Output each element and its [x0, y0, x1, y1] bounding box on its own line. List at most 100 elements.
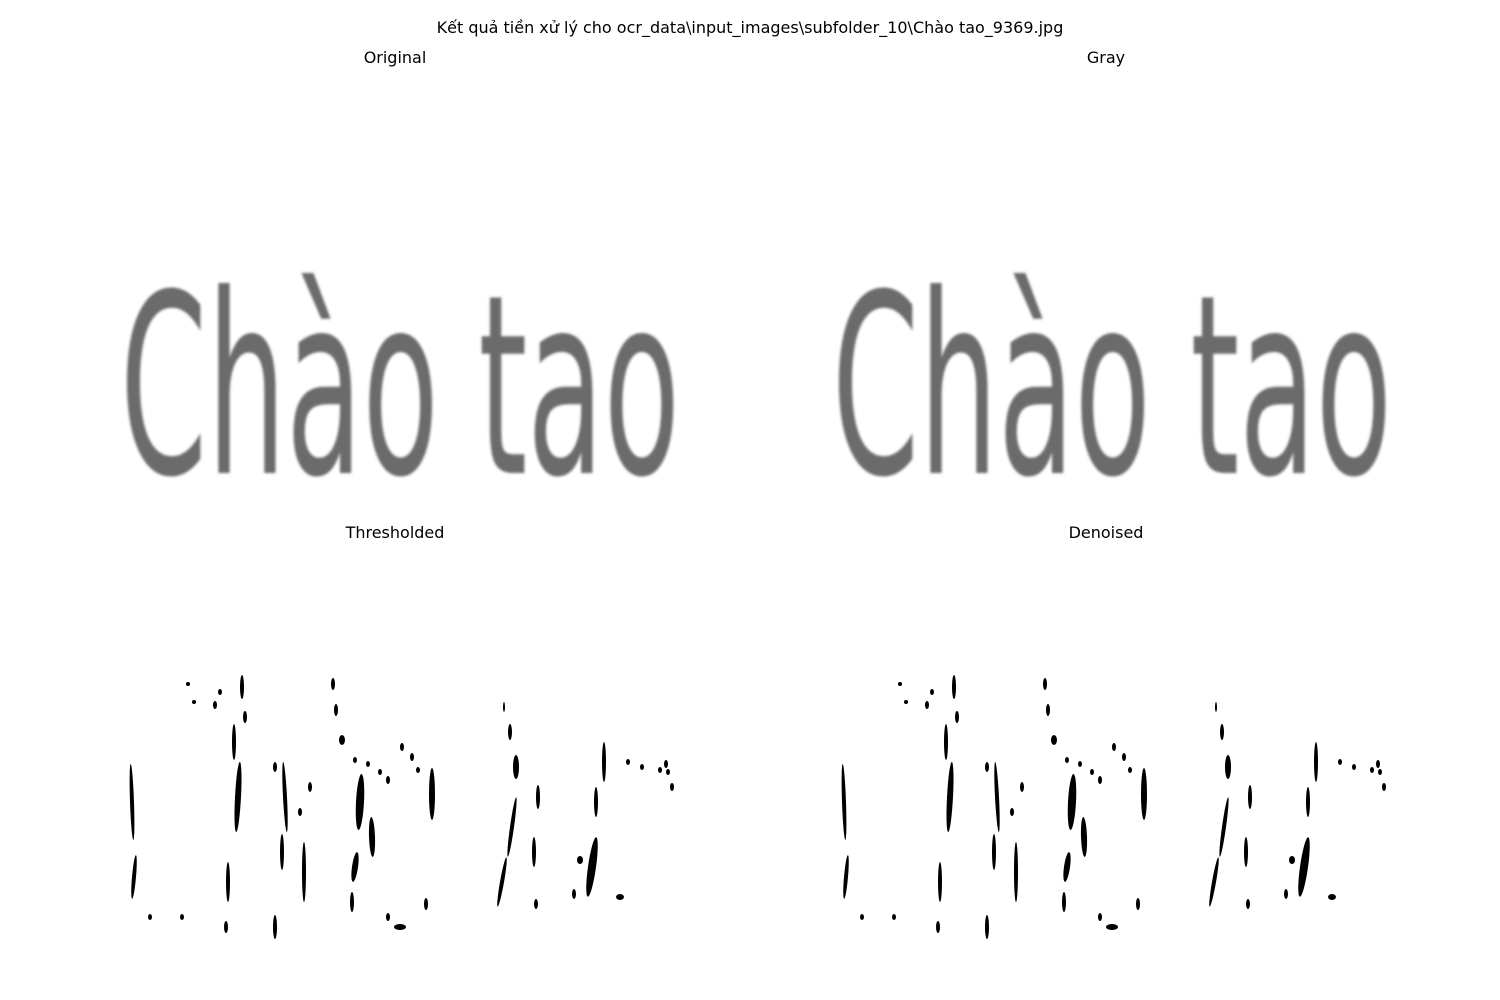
gray-image: Chào tao	[832, 241, 1392, 515]
binary-stroke-fragment	[572, 889, 576, 899]
binary-stroke-fragment	[1051, 735, 1057, 745]
binary-stroke-fragment	[1090, 769, 1094, 775]
binary-stroke-fragment	[400, 743, 404, 751]
binary-stroke-fragment	[892, 914, 896, 920]
binary-stroke-fragment	[148, 914, 152, 920]
binary-stroke-fragment	[378, 769, 382, 775]
binary-stroke-fragment	[944, 724, 948, 760]
binary-stroke-fragment	[226, 862, 230, 902]
panel-title-thresholded: Thresholded	[345, 523, 445, 542]
binary-stroke-fragment	[282, 762, 288, 832]
binary-stroke-fragment	[860, 914, 864, 920]
binary-stroke-fragment	[280, 834, 284, 870]
binary-stroke-fragment	[1122, 753, 1126, 761]
binary-stroke-fragment	[841, 764, 847, 840]
binary-stroke-fragment	[416, 767, 420, 773]
binary-stroke-fragment	[1098, 913, 1102, 921]
binary-stroke-fragment	[302, 842, 306, 902]
binary-stroke-fragment	[224, 921, 228, 933]
binary-stroke-fragment	[1248, 785, 1252, 809]
binary-stroke-fragment	[232, 724, 236, 760]
binary-stroke-fragment	[992, 834, 996, 870]
binary-stroke-fragment	[1289, 856, 1295, 864]
binary-stroke-fragment	[1078, 761, 1082, 767]
binary-stroke-fragment	[308, 782, 312, 792]
binary-stroke-fragment	[1062, 892, 1066, 912]
binary-stroke-fragment	[1298, 837, 1310, 897]
binary-stroke-fragment	[938, 862, 942, 902]
binary-stroke-fragment	[1376, 760, 1380, 768]
binary-stroke-fragment	[1046, 704, 1050, 716]
denoised-image	[841, 675, 1386, 939]
binary-stroke-fragment	[666, 769, 670, 775]
binary-stroke-fragment	[658, 767, 662, 773]
panel-title-gray: Gray	[1086, 48, 1126, 67]
binary-stroke-fragment	[536, 785, 540, 809]
binary-stroke-fragment	[429, 768, 435, 820]
panel-title-denoised: Denoised	[1068, 523, 1144, 542]
binary-stroke-fragment	[1136, 898, 1140, 910]
binary-stroke-fragment	[129, 764, 135, 840]
binary-stroke-fragment	[898, 682, 902, 686]
binary-stroke-fragment	[351, 852, 359, 882]
binary-stroke-fragment	[497, 857, 507, 907]
binary-stroke-fragment	[602, 742, 606, 782]
binary-stroke-fragment	[410, 753, 414, 761]
binary-stroke-fragment	[955, 711, 959, 723]
binary-stroke-fragment	[386, 913, 390, 921]
binary-stroke-fragment	[1112, 743, 1116, 751]
binary-stroke-fragment	[240, 675, 244, 699]
binary-stroke-fragment	[234, 762, 242, 832]
binary-stroke-fragment	[508, 724, 512, 740]
binary-stroke-fragment	[1080, 817, 1088, 857]
binary-stroke-fragment	[243, 711, 247, 723]
binary-stroke-fragment	[339, 735, 345, 745]
binary-stroke-fragment	[1338, 759, 1342, 765]
original-image: Chào tao	[120, 241, 680, 515]
binary-stroke-fragment	[985, 915, 989, 939]
binary-stroke-fragment	[532, 837, 536, 867]
binary-stroke-fragment	[1306, 787, 1310, 817]
binary-stroke-fragment	[985, 762, 989, 772]
gray-image-panel: Chào tao	[832, 175, 1397, 515]
binary-stroke-fragment	[1020, 782, 1024, 792]
binary-stroke-fragment	[1352, 764, 1356, 770]
gray-image-text: Chào tao	[832, 241, 1392, 515]
binary-stroke-fragment	[386, 776, 390, 784]
binary-stroke-fragment	[534, 899, 538, 909]
binary-stroke-fragment	[626, 759, 630, 765]
binary-stroke-fragment	[1246, 899, 1250, 909]
binary-stroke-fragment	[577, 856, 583, 864]
binary-stroke-fragment	[368, 817, 376, 857]
figure-suptitle: Kết quả tiền xử lý cho ocr_data\input_im…	[436, 18, 1064, 37]
binary-stroke-fragment	[1209, 857, 1219, 907]
binary-stroke-fragment	[586, 837, 598, 897]
binary-stroke-fragment	[334, 704, 338, 716]
binary-stroke-fragment	[843, 855, 849, 899]
binary-stroke-fragment	[273, 915, 277, 939]
binary-stroke-fragment	[1010, 808, 1014, 816]
binary-stroke-fragment	[1314, 742, 1318, 782]
binary-stroke-fragment	[218, 689, 222, 695]
binary-stroke-fragment	[1215, 702, 1217, 712]
binary-stroke-fragment	[640, 764, 644, 770]
binary-stroke-fragment	[180, 914, 184, 920]
binary-stroke-fragment	[298, 808, 302, 816]
binary-stroke-fragment	[616, 894, 624, 900]
binary-stroke-fragment	[925, 701, 929, 709]
binary-stroke-fragment	[1065, 757, 1069, 763]
binary-stroke-fragment	[131, 855, 137, 899]
thresholded-image	[129, 675, 674, 939]
binary-stroke-fragment	[994, 762, 1000, 832]
original-image-panel: Chào tao	[120, 175, 685, 515]
binary-stroke-fragment	[1382, 783, 1386, 791]
binary-stroke-fragment	[1063, 852, 1071, 882]
panel-title-original: Original	[363, 48, 427, 67]
binary-stroke-fragment	[1284, 889, 1288, 899]
binary-stroke-fragment	[424, 898, 428, 910]
binary-stroke-fragment	[1244, 837, 1248, 867]
binary-stroke-fragment	[350, 892, 354, 912]
binary-stroke-fragment	[946, 762, 954, 832]
binary-stroke-fragment	[331, 678, 335, 690]
binary-stroke-fragment	[670, 783, 674, 791]
